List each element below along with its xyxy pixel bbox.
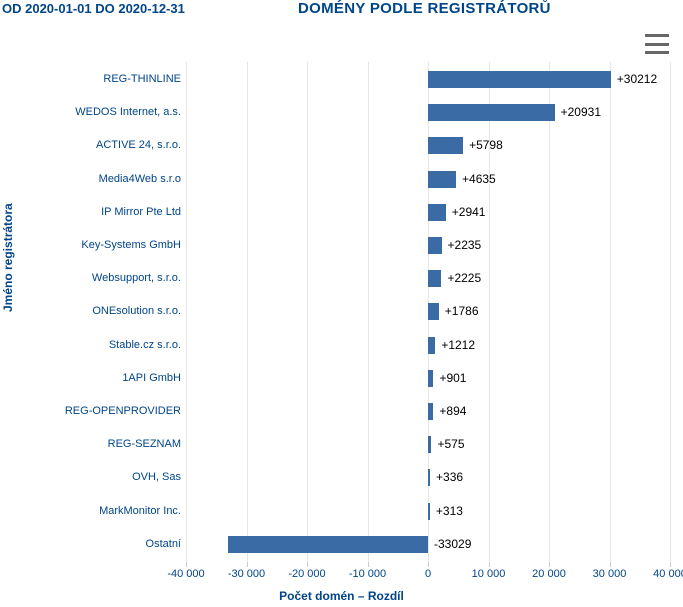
gridline	[549, 62, 550, 562]
gridline	[307, 62, 308, 562]
bar[interactable]	[428, 469, 430, 486]
bar[interactable]	[428, 171, 456, 188]
bar[interactable]	[428, 237, 442, 254]
bar-value-label: +30212	[617, 71, 657, 88]
category-label: REG-OPENPROVIDER	[65, 405, 181, 417]
bar[interactable]	[428, 303, 439, 320]
bar[interactable]	[428, 337, 435, 354]
bar[interactable]	[428, 503, 430, 520]
bar[interactable]	[428, 436, 431, 453]
category-label: MarkMonitor Inc.	[99, 505, 181, 517]
chart-container: OD 2020-01-01 DO 2020-12-31 DOMÉNY PODLE…	[0, 0, 683, 607]
bar-value-label: +313	[436, 503, 463, 520]
bar-value-label: +5798	[469, 137, 503, 154]
category-label: IP Mirror Pte Ltd	[101, 206, 181, 218]
category-label: Key-Systems GmbH	[81, 239, 181, 251]
bar-value-label: +4635	[462, 171, 496, 188]
x-axis-tick-label: 20 000	[532, 568, 566, 580]
x-tick	[247, 562, 248, 567]
gridline	[610, 62, 611, 562]
category-label: 1API GmbH	[122, 372, 181, 384]
category-label: Websupport, s.r.o.	[92, 272, 181, 284]
x-axis-ticks	[186, 562, 670, 567]
gridline	[247, 62, 248, 562]
x-axis-tick-label: -10 000	[349, 568, 386, 580]
bar[interactable]	[428, 71, 611, 88]
bar[interactable]	[428, 137, 463, 154]
x-axis-title: Počet domén – Rozdíl	[0, 589, 683, 603]
bar[interactable]	[428, 104, 555, 121]
category-label: Stable.cz s.r.o.	[109, 339, 181, 351]
gridline	[368, 62, 369, 562]
bar-value-label: +1212	[441, 337, 475, 354]
x-tick	[610, 562, 611, 567]
bar[interactable]	[428, 370, 433, 387]
y-axis-title: Jméno registrátora	[1, 203, 15, 312]
x-axis-tick-label: -20 000	[288, 568, 325, 580]
x-tick	[307, 562, 308, 567]
x-tick	[368, 562, 369, 567]
bar-value-label: +1786	[445, 303, 479, 320]
category-label: REG-THINLINE	[103, 73, 181, 85]
category-label: Media4Web s.r.o	[99, 173, 181, 185]
x-tick	[428, 562, 429, 567]
bar[interactable]	[428, 403, 433, 420]
category-label: WEDOS Internet, a.s.	[75, 106, 181, 118]
bar-value-label: +336	[436, 469, 463, 486]
bar-value-label: -33029	[434, 536, 471, 553]
bar-value-label: +2941	[452, 204, 486, 221]
bar[interactable]	[428, 270, 441, 287]
category-label: REG-SEZNAM	[108, 438, 181, 450]
date-range: OD 2020-01-01 DO 2020-12-31	[2, 1, 185, 16]
x-tick	[186, 562, 187, 567]
bar-value-label: +901	[439, 370, 466, 387]
bar-value-label: +575	[437, 436, 464, 453]
hamburger-menu-icon[interactable]	[645, 34, 669, 54]
category-label: ONEsolution s.r.o.	[92, 305, 181, 317]
bar[interactable]	[228, 536, 428, 553]
bar-value-label: +894	[439, 403, 466, 420]
category-label: ACTIVE 24, s.r.o.	[96, 139, 181, 151]
x-tick	[670, 562, 671, 567]
x-tick	[549, 562, 550, 567]
bar-value-label: +2225	[447, 270, 481, 287]
bar[interactable]	[428, 204, 446, 221]
bar-value-label: +20931	[561, 104, 601, 121]
plot-area: +30212 +20931 +5798 +4635 +2941 +2235 +2225 +17…	[186, 62, 670, 562]
bar-value-label: +2235	[448, 237, 482, 254]
x-axis-tick-label: 0	[425, 568, 431, 580]
header: OD 2020-01-01 DO 2020-12-31 DOMÉNY PODLE…	[0, 0, 683, 22]
gridline	[670, 62, 671, 562]
x-axis-labels: -40 000-30 000-20 000-10 000010 00020 00…	[186, 568, 670, 582]
x-axis-tick-label: 10 000	[472, 568, 506, 580]
x-axis-tick-label: -40 000	[167, 568, 204, 580]
gridline	[186, 62, 187, 562]
x-axis-tick-label: -30 000	[228, 568, 265, 580]
category-label: OVH, Sas	[132, 471, 181, 483]
x-axis-tick-label: 30 000	[593, 568, 627, 580]
category-label: Ostatní	[146, 538, 181, 550]
x-axis-tick-label: 40 000	[653, 568, 683, 580]
x-tick	[489, 562, 490, 567]
chart-title: DOMÉNY PODLE REGISTRÁTORŮ	[298, 0, 551, 17]
